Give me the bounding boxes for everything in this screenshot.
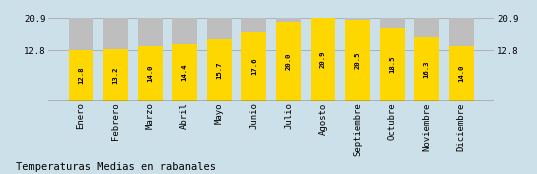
Text: 15.7: 15.7 [216,61,222,79]
Bar [207,18,232,101]
Bar [449,18,474,101]
Bar [415,37,439,101]
Text: 16.3: 16.3 [424,60,430,78]
Bar [276,22,301,101]
Bar [345,18,370,101]
Text: Temperaturas Medias en rabanales: Temperaturas Medias en rabanales [16,162,216,172]
Text: 20.0: 20.0 [286,53,292,70]
Bar [69,50,93,101]
Bar [69,18,93,101]
Text: 18.5: 18.5 [389,56,395,73]
Bar [103,18,128,101]
Bar [172,18,197,101]
Text: 14.0: 14.0 [459,65,465,82]
Bar [103,49,128,101]
Text: 14.4: 14.4 [182,64,188,81]
Text: 17.6: 17.6 [251,57,257,75]
Bar [310,18,336,101]
Bar [172,44,197,101]
Text: 14.0: 14.0 [147,65,153,82]
Text: 20.5: 20.5 [354,52,361,69]
Bar [276,18,301,101]
Bar [345,20,370,101]
Text: 20.9: 20.9 [320,51,326,68]
Bar [415,18,439,101]
Bar [137,18,163,101]
Text: 12.8: 12.8 [78,67,84,84]
Bar [380,28,405,101]
Bar [449,46,474,101]
Bar [380,18,405,101]
Bar [242,18,266,101]
Bar [137,46,163,101]
Text: 13.2: 13.2 [113,66,119,84]
Bar [310,18,336,101]
Bar [207,39,232,101]
Bar [242,31,266,101]
